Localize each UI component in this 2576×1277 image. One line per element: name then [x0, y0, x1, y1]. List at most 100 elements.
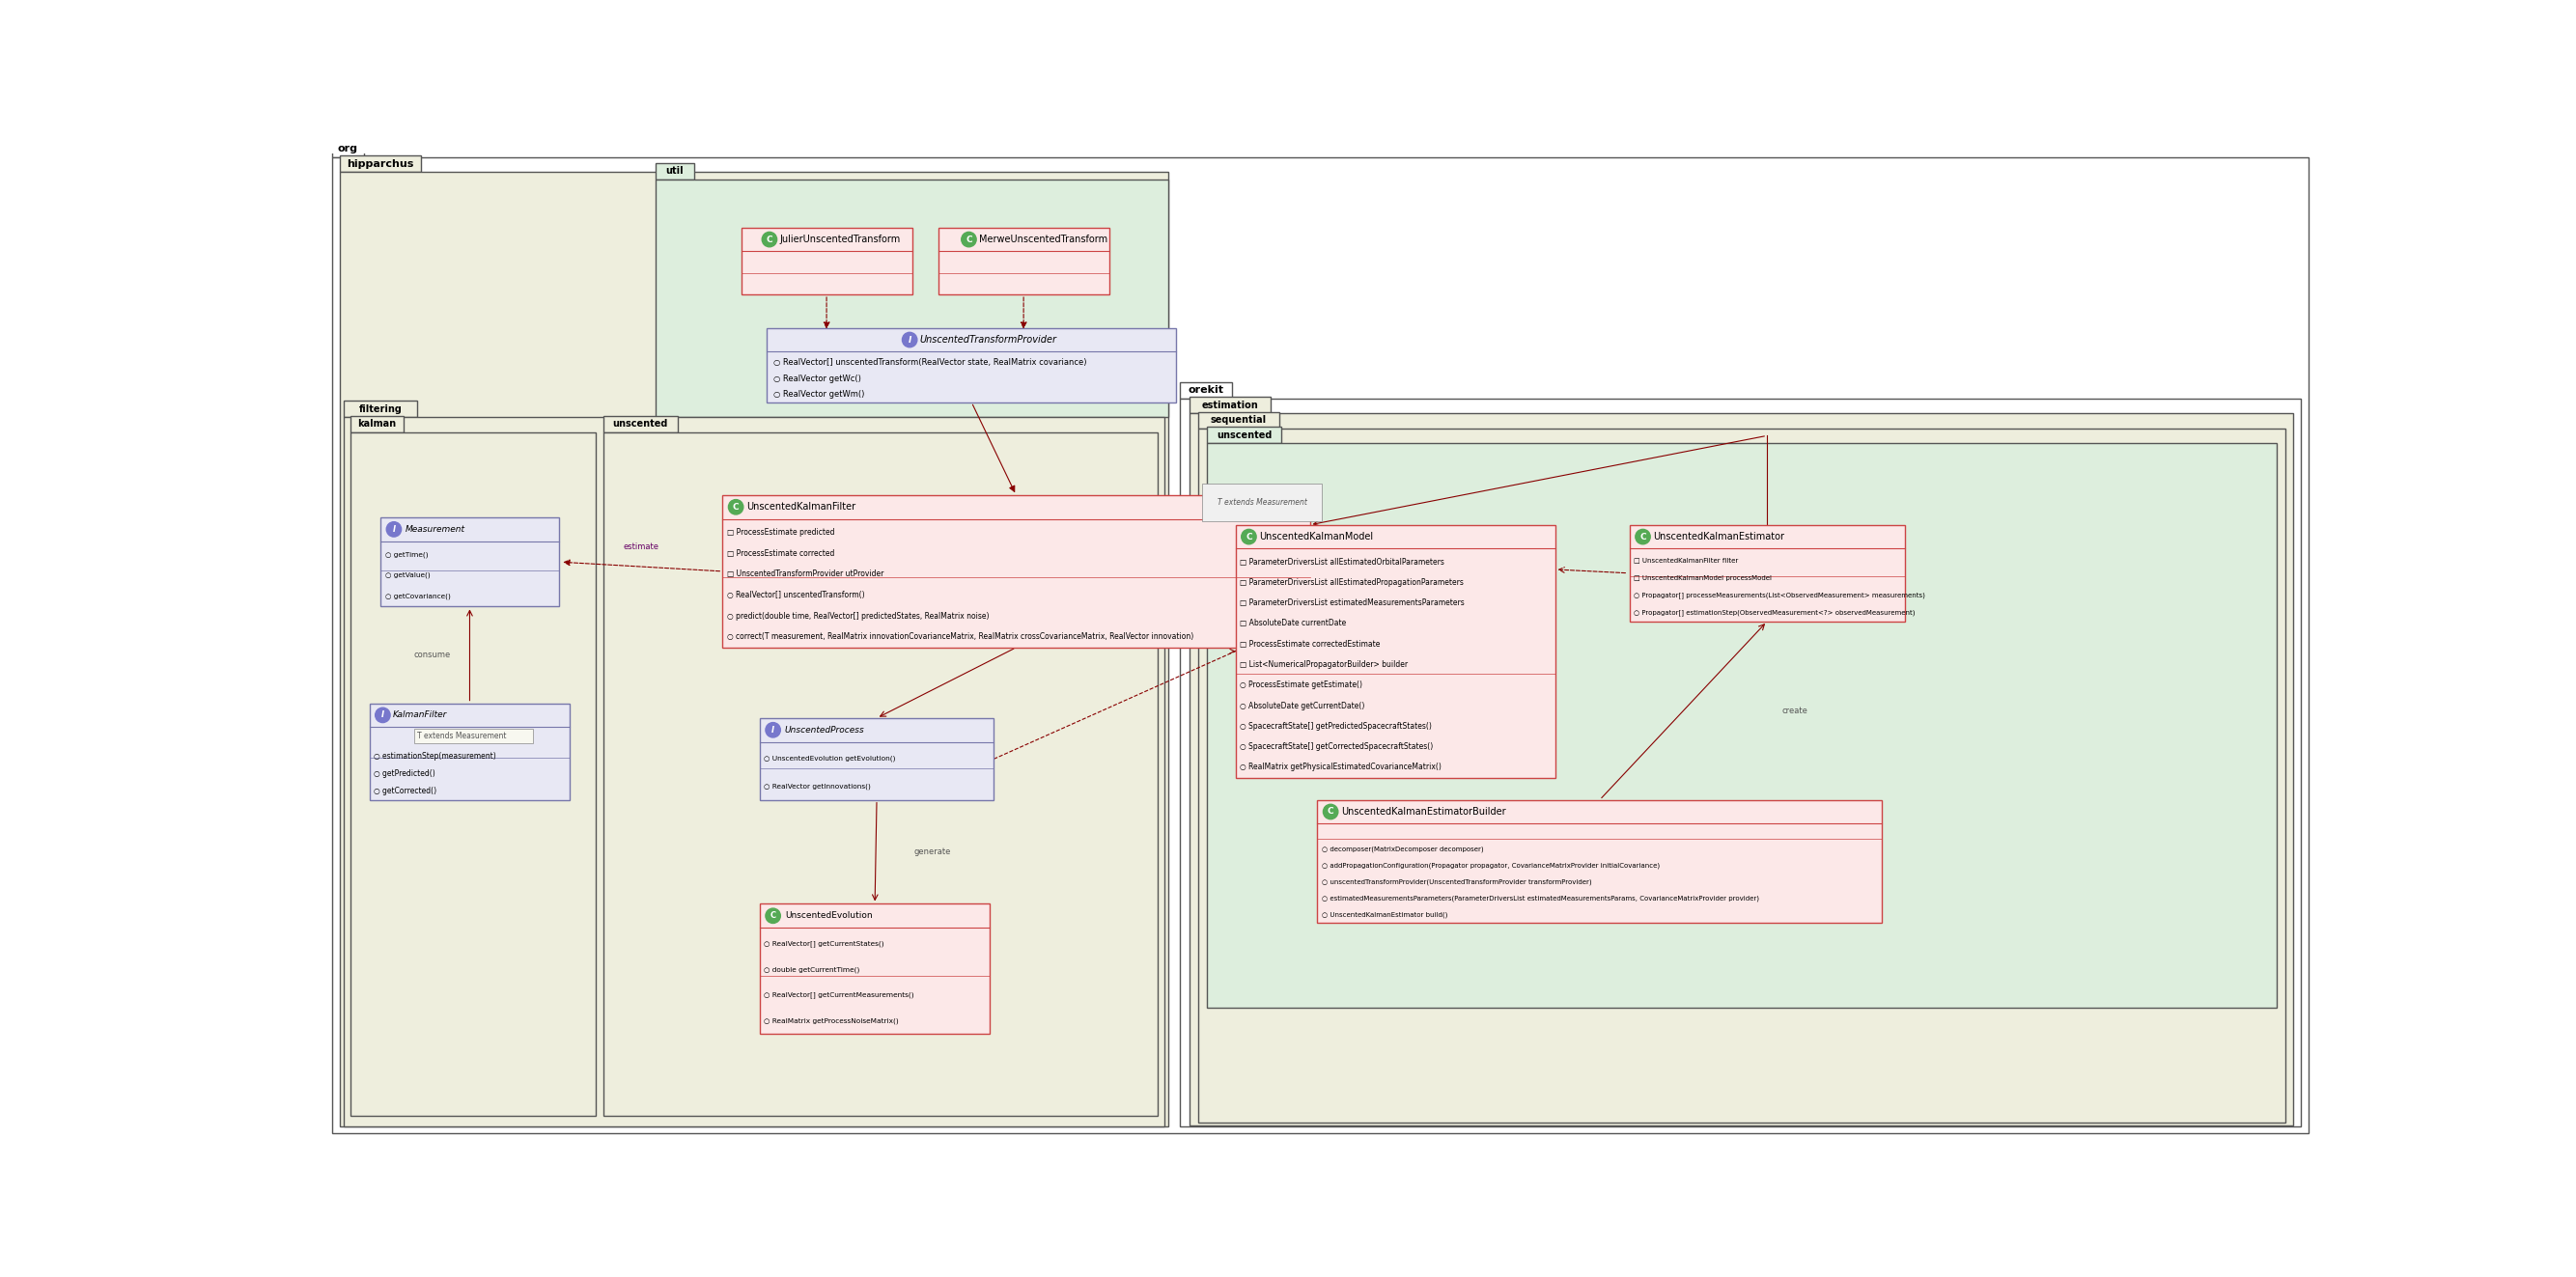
- Text: ○ Propagator[] processeMeasurements(List<ObservedMeasurement> measurements): ○ Propagator[] processeMeasurements(List…: [1633, 593, 1924, 599]
- Text: T extends Measurement: T extends Measurement: [417, 732, 507, 741]
- Bar: [1208, 427, 1280, 443]
- Text: ○ double getCurrentTime(): ○ double getCurrentTime(): [765, 967, 860, 973]
- Circle shape: [902, 332, 917, 347]
- Circle shape: [961, 232, 976, 246]
- Bar: [1236, 525, 1556, 778]
- Text: C: C: [732, 503, 739, 511]
- Text: ○ getCovariance(): ○ getCovariance(): [384, 593, 451, 599]
- Text: UnscentedKalmanModel: UnscentedKalmanModel: [1260, 533, 1373, 541]
- Text: UnscentedProcess: UnscentedProcess: [786, 725, 866, 734]
- Text: ○ estimationStep(measurement): ○ estimationStep(measurement): [374, 752, 497, 761]
- Text: util: util: [665, 166, 683, 176]
- Circle shape: [729, 499, 744, 515]
- Text: unscented: unscented: [1216, 430, 1273, 439]
- Bar: [350, 432, 595, 1116]
- Bar: [654, 179, 1170, 418]
- Text: orekit: orekit: [1188, 386, 1224, 395]
- Text: hipparchus: hipparchus: [348, 158, 415, 169]
- Text: □ List<NumericalPropagatorBuilder> builder: □ List<NumericalPropagatorBuilder> build…: [1239, 660, 1409, 669]
- Text: □ UnscentedKalmanModel processModel: □ UnscentedKalmanModel processModel: [1633, 575, 1772, 581]
- Bar: [381, 517, 559, 607]
- Text: C: C: [966, 235, 971, 244]
- Bar: [1180, 398, 2300, 1126]
- Text: T extends Measurement: T extends Measurement: [1216, 498, 1306, 507]
- Circle shape: [386, 522, 402, 536]
- Text: Measurement: Measurement: [407, 525, 466, 534]
- Text: I: I: [392, 525, 394, 534]
- Circle shape: [1636, 529, 1651, 544]
- Text: ○ getValue(): ○ getValue(): [384, 572, 430, 578]
- Text: estimation: estimation: [1200, 401, 1257, 410]
- Bar: [1198, 428, 2285, 1122]
- Circle shape: [765, 908, 781, 923]
- Text: ○ RealVector[] getCurrentStates(): ○ RealVector[] getCurrentStates(): [765, 940, 884, 946]
- Text: ○ RealVector getWc(): ○ RealVector getWc(): [773, 374, 860, 383]
- Text: consume: consume: [415, 650, 451, 659]
- Bar: [1208, 443, 2277, 1008]
- Text: □ ProcessEstimate correctedEstimate: □ ProcessEstimate correctedEstimate: [1239, 640, 1381, 649]
- Bar: [343, 401, 417, 418]
- Bar: [340, 156, 420, 172]
- Circle shape: [1242, 529, 1257, 544]
- Text: ○ AbsoluteDate getCurrentDate(): ○ AbsoluteDate getCurrentDate(): [1239, 701, 1365, 710]
- Bar: [368, 704, 569, 799]
- Bar: [1190, 397, 1270, 414]
- Text: ○ predict(double time, RealVector[] predictedStates, RealMatrix noise): ○ predict(double time, RealVector[] pred…: [726, 612, 989, 621]
- Text: org: org: [337, 144, 358, 153]
- Text: □ ProcessEstimate corrected: □ ProcessEstimate corrected: [726, 549, 835, 558]
- Text: □ UnscentedTransformProvider utProvider: □ UnscentedTransformProvider utProvider: [726, 570, 884, 578]
- Text: C: C: [1247, 533, 1252, 541]
- Text: UnscentedKalmanFilter: UnscentedKalmanFilter: [747, 502, 855, 512]
- Text: ○ RealVector[] unscentedTransform(RealVector state, RealMatrix covariance): ○ RealVector[] unscentedTransform(RealVe…: [773, 359, 1087, 366]
- Text: C: C: [1641, 533, 1646, 541]
- Text: create: create: [1783, 706, 1808, 715]
- Text: □ AbsoluteDate currentDate: □ AbsoluteDate currentDate: [1239, 619, 1347, 628]
- Text: ○ Propagator[] estimationStep(ObservedMeasurement<?> observedMeasurement): ○ Propagator[] estimationStep(ObservedMe…: [1633, 609, 1917, 616]
- Text: estimate: estimate: [623, 543, 659, 552]
- Text: sequential: sequential: [1211, 415, 1267, 425]
- Bar: [1190, 414, 2293, 1125]
- Text: ○ getPredicted(): ○ getPredicted(): [374, 770, 435, 778]
- Bar: [938, 227, 1110, 295]
- Bar: [760, 904, 989, 1034]
- Text: ○ RealMatrix getPhysicalEstimatedCovarianceMatrix(): ○ RealMatrix getPhysicalEstimatedCovaria…: [1239, 762, 1443, 771]
- Text: □ ProcessEstimate predicted: □ ProcessEstimate predicted: [726, 527, 835, 536]
- Bar: [1180, 382, 1231, 398]
- Circle shape: [762, 232, 778, 246]
- Text: ○ SpacecraftState[] getCorrectedSpacecraftStates(): ○ SpacecraftState[] getCorrectedSpacecra…: [1239, 742, 1432, 751]
- Text: □ UnscentedKalmanFilter filter: □ UnscentedKalmanFilter filter: [1633, 558, 1739, 563]
- Text: □ ParameterDriversList allEstimatedPropagationParameters: □ ParameterDriversList allEstimatedPropa…: [1239, 578, 1463, 586]
- Text: ○ RealVector getInnovations(): ○ RealVector getInnovations(): [765, 783, 871, 789]
- Text: ○ estimatedMeasurementsParameters(ParameterDriversList estimatedMeasurementsPara: ○ estimatedMeasurementsParameters(Parame…: [1321, 895, 1759, 902]
- Text: unscented: unscented: [613, 419, 667, 429]
- Text: I: I: [381, 711, 384, 719]
- Text: □ ParameterDriversList estimatedMeasurementsParameters: □ ParameterDriversList estimatedMeasurem…: [1239, 599, 1466, 608]
- Circle shape: [765, 723, 781, 737]
- Text: □ ParameterDriversList allEstimatedOrbitalParameters: □ ParameterDriversList allEstimatedOrbit…: [1239, 558, 1445, 566]
- Text: ○ unscentedTransformProvider(UnscentedTransformProvider transformProvider): ○ unscentedTransformProvider(UnscentedTr…: [1321, 879, 1592, 885]
- Bar: [343, 418, 1164, 1126]
- Text: ○ ProcessEstimate getEstimate(): ○ ProcessEstimate getEstimate(): [1239, 681, 1363, 690]
- Bar: [332, 140, 363, 157]
- Text: MerweUnscentedTransform: MerweUnscentedTransform: [979, 235, 1108, 244]
- Bar: [1198, 412, 1280, 428]
- Bar: [1631, 525, 1904, 622]
- Text: ○ correct(T measurement, RealMatrix innovationCovarianceMatrix, RealMatrix cross: ○ correct(T measurement, RealMatrix inno…: [726, 632, 1193, 641]
- Bar: [654, 163, 693, 179]
- Text: ○ RealMatrix getProcessNoiseMatrix(): ○ RealMatrix getProcessNoiseMatrix(): [765, 1018, 899, 1024]
- Bar: [742, 227, 912, 295]
- Text: UnscentedKalmanEstimator: UnscentedKalmanEstimator: [1654, 533, 1785, 541]
- Text: generate: generate: [914, 848, 951, 856]
- Text: UnscentedKalmanEstimatorBuilder: UnscentedKalmanEstimatorBuilder: [1342, 807, 1507, 816]
- Text: ○ RealVector getWm(): ○ RealVector getWm(): [773, 389, 863, 398]
- Text: ○ getTime(): ○ getTime(): [384, 552, 428, 558]
- Text: ○ addPropagationConfiguration(Propagator propagator, CovarianceMatrixProvider in: ○ addPropagationConfiguration(Propagator…: [1321, 863, 1659, 868]
- Text: filtering: filtering: [358, 404, 402, 414]
- Text: UnscentedEvolution: UnscentedEvolution: [786, 912, 873, 921]
- Text: ○ decomposer(MatrixDecomposer decomposer): ○ decomposer(MatrixDecomposer decomposer…: [1321, 847, 1484, 853]
- Bar: [603, 415, 677, 432]
- Bar: [350, 415, 404, 432]
- Text: C: C: [770, 912, 775, 921]
- Text: ○ RealVector[] getCurrentMeasurements(): ○ RealVector[] getCurrentMeasurements(): [765, 992, 914, 999]
- Text: kalman: kalman: [358, 419, 397, 429]
